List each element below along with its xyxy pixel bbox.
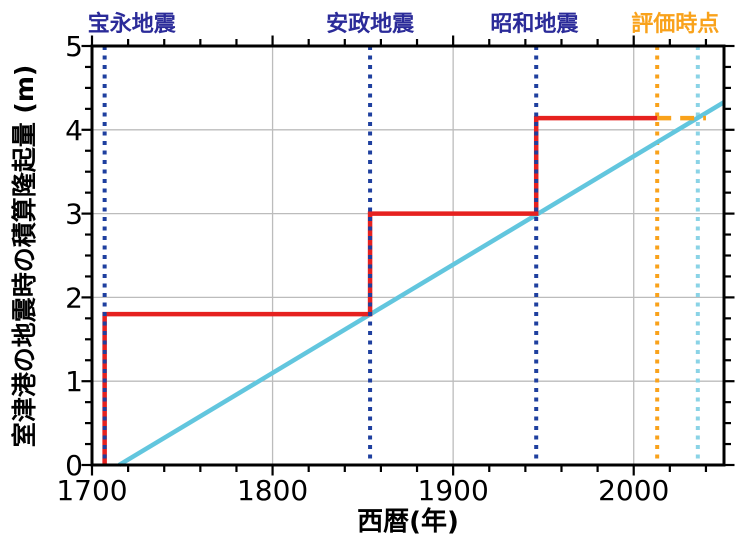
event-label-hoei-earthquake: 宝永地震 <box>87 12 176 37</box>
series-steady-uplift-trend-line <box>117 100 726 467</box>
y-tick-label-4: 4 <box>65 114 83 147</box>
y-tick-label-0: 0 <box>65 449 83 482</box>
x-tick-label-1700: 1700 <box>56 474 127 507</box>
x-tick-label-2000: 2000 <box>598 474 669 507</box>
y-axis-title: 室津港の地震時の積算隆起量 (m) <box>10 64 39 448</box>
event-label-showa-earthquake: 昭和地震 <box>490 12 579 37</box>
event-label-evaluation-time: 評価時点 <box>631 12 720 37</box>
y-tick-label-1: 1 <box>65 365 83 398</box>
plot-frame <box>90 44 726 467</box>
y-tick-label-2: 2 <box>65 281 83 314</box>
x-axis-title: 西暦(年) <box>357 507 459 537</box>
y-tick-label-3: 3 <box>65 198 83 231</box>
event-label-ansei-earthquake: 安政地震 <box>326 12 415 37</box>
x-tick-label-1900: 1900 <box>418 474 489 507</box>
y-tick-label-5: 5 <box>65 30 83 63</box>
series-coseismic-cumulative-uplift-steps <box>102 115 658 465</box>
x-tick-label-1800: 1800 <box>237 474 308 507</box>
